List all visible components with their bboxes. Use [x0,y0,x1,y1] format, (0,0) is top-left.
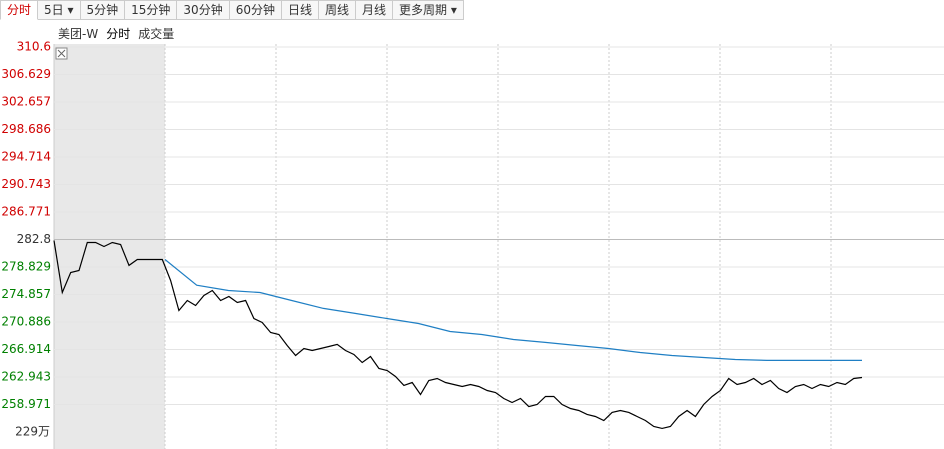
stock-name: 美团-W [58,27,99,41]
period-tabs: 分时 5日 ▾ 5分钟 15分钟 30分钟 60分钟 日线 周线 月线 更多周期 ▾ [0,0,464,20]
period-tab[interactable]: 月线 [356,0,394,20]
period-tab[interactable]: 5分钟 [80,0,126,20]
y-tick-label: 306.629 [1,67,51,81]
close-icon [57,49,66,58]
period-tab[interactable]: 更多周期 ▾ [393,0,464,20]
legend: 美团-W 分时 成交量 [58,25,174,42]
period-tab[interactable]: 周线 [319,0,357,20]
period-tab[interactable]: 日线 [281,0,319,20]
y-tick-label: 310.6 [17,40,51,54]
y-tick-label: 278.829 [1,259,51,273]
period-tab[interactable]: 分时 [0,0,39,20]
y-tick-label: 298.686 [1,122,51,136]
period-tab[interactable]: 60分钟 [229,0,282,20]
y-tick-label: 302.657 [1,94,51,108]
legend-item[interactable]: 分时 [106,27,131,41]
y-tick-label: 258.971 [1,397,51,411]
period-tab[interactable]: 15分钟 [125,0,178,20]
price-line [53,240,863,430]
y-tick-label: 286.771 [1,204,51,218]
y-tick-label: 294.714 [1,149,51,163]
y-tick-label: 282.8 [17,232,51,246]
period-tab[interactable]: 30分钟 [177,0,230,20]
y-tick-label: 274.857 [1,287,51,301]
volume-label: 229万 [15,425,50,439]
period-tab[interactable]: 5日 ▾ [38,0,81,20]
y-tick-label: 270.886 [1,314,51,328]
price-line [164,259,862,361]
pre-market-shade [54,44,165,449]
y-tick-label: 262.943 [1,369,51,383]
y-tick-label: 266.914 [1,342,51,356]
y-tick-label: 290.743 [1,177,51,191]
legend-item[interactable]: 成交量 [138,27,175,41]
